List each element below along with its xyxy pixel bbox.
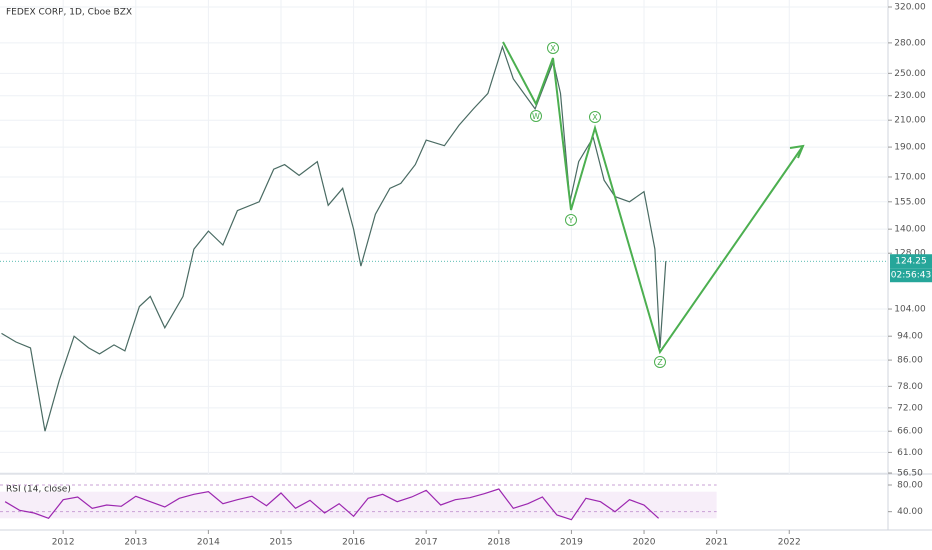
wave-path: [502, 41, 804, 355]
y-tick-label: 78.00: [897, 382, 923, 392]
y-tick-label: 128.00: [894, 249, 926, 259]
wave-label: Y: [568, 216, 574, 225]
y-tick-label: 230.00: [894, 91, 926, 101]
x-tick-label: 2017: [415, 538, 438, 548]
arrow-head: [789, 144, 805, 159]
y-tick-label: 170.00: [894, 172, 926, 182]
y-tick-label: 280.00: [894, 38, 926, 48]
wave-label: Z: [657, 358, 663, 367]
y-tick-label: 320.00: [894, 3, 926, 13]
wave-label: X: [550, 44, 556, 53]
wave-label-circle: [547, 42, 559, 54]
wave-label-circle: [530, 110, 542, 122]
x-tick-label: 2022: [778, 538, 801, 548]
x-tick-label: 2014: [197, 538, 220, 548]
wave-label-circle: [565, 214, 577, 226]
y-tick-label: 104.00: [894, 305, 926, 315]
x-tick-label: 2020: [633, 538, 656, 548]
y-tick-label: 80.00: [897, 481, 923, 491]
y-tick-label: 140.00: [894, 225, 926, 235]
wave-label-circle: [654, 356, 666, 368]
y-tick-label: 94.00: [897, 332, 923, 342]
y-tick-label: 250.00: [894, 69, 926, 79]
x-tick-label: 2021: [705, 538, 728, 548]
x-tick-label: 2012: [52, 538, 75, 548]
x-tick-label: 2018: [487, 538, 510, 548]
last-price-label: 124.25: [895, 257, 927, 267]
y-tick-label: 66.00: [897, 427, 923, 437]
y-tick-label: 190.00: [894, 143, 926, 153]
x-tick-label: 2019: [560, 538, 583, 548]
x-tick-label: 2013: [124, 538, 147, 548]
wave-label-circle: [589, 111, 601, 123]
y-tick-label: 86.00: [897, 356, 923, 366]
wave-label: X: [592, 113, 598, 122]
y-tick-label: 155.00: [894, 197, 926, 207]
rsi-title: RSI (14, close): [6, 485, 71, 495]
y-tick-label: 61.00: [897, 448, 923, 458]
countdown-box: [890, 268, 932, 283]
rsi-band: [0, 491, 717, 519]
chart-title: FEDEX CORP, 1D, Cboe BZX: [6, 8, 132, 18]
y-tick-label: 56.50: [897, 469, 923, 479]
wave-label: W: [532, 112, 540, 121]
y-tick-label: 40.00: [897, 507, 923, 517]
countdown-label: 02:56:43: [891, 271, 931, 281]
last-price-box: [890, 254, 932, 269]
x-tick-label: 2016: [342, 538, 365, 548]
price-line: [4, 488, 660, 521]
price-line: [1, 44, 667, 432]
y-tick-label: 72.00: [897, 403, 923, 413]
x-tick-label: 2015: [270, 538, 293, 548]
y-tick-label: 210.00: [894, 116, 926, 126]
